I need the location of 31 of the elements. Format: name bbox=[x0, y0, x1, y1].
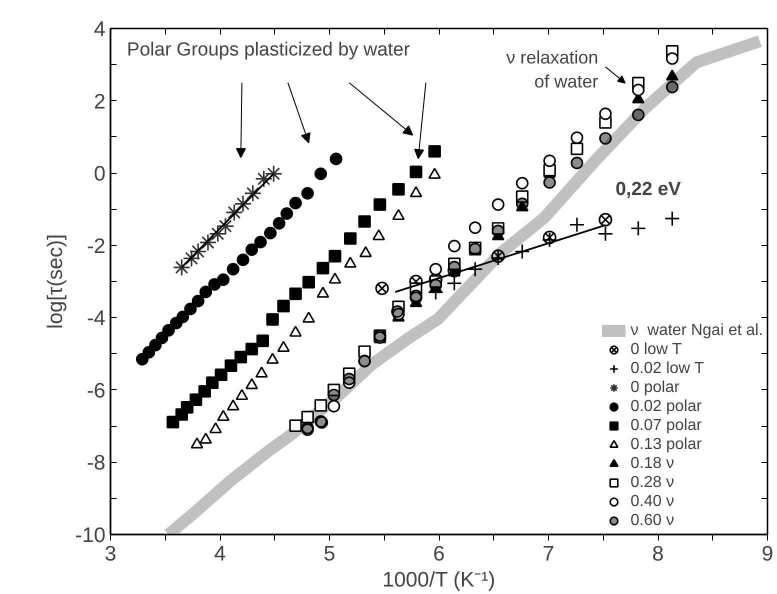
y-tick-label: 4 bbox=[94, 18, 106, 41]
y-tick-label: -4 bbox=[86, 307, 106, 330]
y-tick-label: -8 bbox=[86, 452, 106, 475]
annotation: 0,22 eV bbox=[615, 179, 682, 200]
y-tick-label: -2 bbox=[86, 234, 106, 258]
x-tick-label: 4 bbox=[214, 542, 226, 566]
legend-label: 0.18 ν bbox=[630, 454, 674, 473]
legend-label: 0.40 ν bbox=[630, 492, 674, 511]
x-tick-label: 6 bbox=[433, 542, 445, 566]
x-tick-label: 7 bbox=[542, 542, 554, 566]
y-tick-label: 0 bbox=[94, 162, 106, 186]
y-tick-label: 2 bbox=[94, 90, 106, 114]
x-tick-label: 9 bbox=[762, 542, 774, 566]
x-axis-title: 1000/T (K⁻¹) bbox=[382, 568, 496, 592]
legend-label: 0 polar bbox=[630, 378, 680, 397]
legend-label: ν water Ngai et al. bbox=[630, 321, 763, 340]
legend-label: 0.02 low T bbox=[630, 359, 704, 378]
annotation: Polar Groups plasticized by water bbox=[126, 40, 411, 61]
y-tick-label: -10 bbox=[75, 524, 106, 547]
y-tick-label: -6 bbox=[86, 379, 106, 402]
legend-label: 0.07 polar bbox=[630, 416, 702, 435]
y-axis-title: log[τ(sec)] bbox=[44, 234, 68, 329]
x-tick-label: 8 bbox=[652, 542, 664, 566]
legend-label: 0.13 polar bbox=[630, 435, 702, 454]
legend-label: 0.28 ν bbox=[630, 473, 674, 492]
legend-label: 0.02 polar bbox=[630, 397, 702, 416]
x-tick-label: 5 bbox=[324, 542, 336, 566]
legend-label: 0 low T bbox=[630, 340, 682, 359]
x-tick-label: 3 bbox=[104, 542, 116, 566]
legend-label: 0.60 ν bbox=[630, 511, 674, 530]
annotation: ν relaxation of water bbox=[506, 47, 598, 92]
